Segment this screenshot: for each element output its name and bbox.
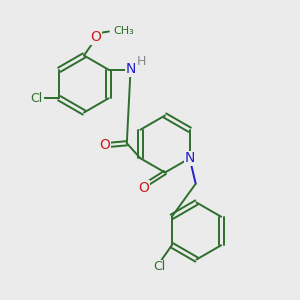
Text: N: N xyxy=(184,151,195,165)
Text: CH₃: CH₃ xyxy=(113,26,134,37)
Text: H: H xyxy=(137,55,146,68)
Text: O: O xyxy=(90,31,101,44)
Text: O: O xyxy=(139,181,149,194)
Text: N: N xyxy=(125,62,136,76)
Text: Cl: Cl xyxy=(31,92,43,105)
Text: Cl: Cl xyxy=(154,260,166,273)
Text: O: O xyxy=(100,138,110,152)
